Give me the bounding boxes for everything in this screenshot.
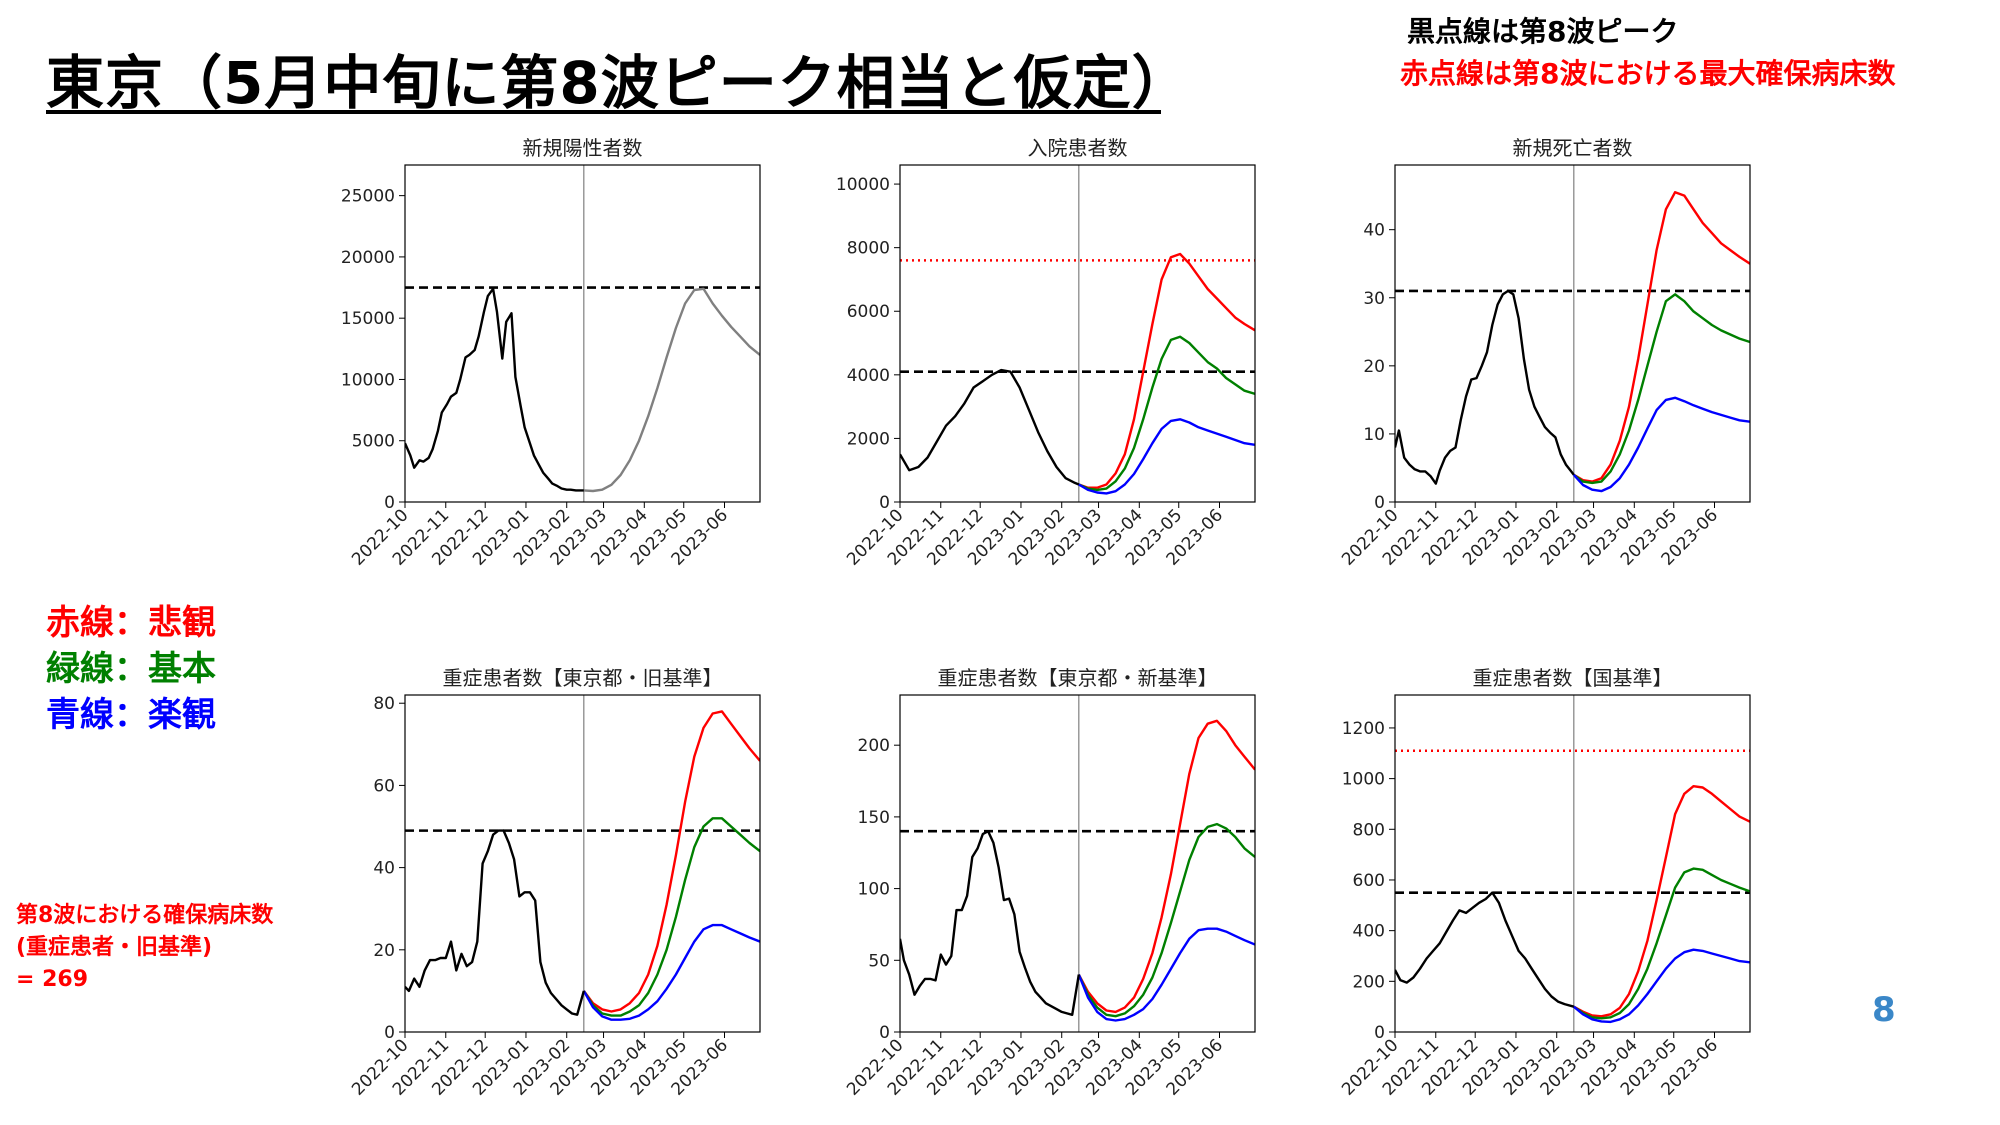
plot-frame bbox=[899, 164, 1256, 503]
y-tick-label: 10000 bbox=[836, 175, 890, 195]
y-tick-label: 0 bbox=[1374, 493, 1385, 513]
optimistic-series-line bbox=[1077, 927, 1255, 1022]
actual-series-line bbox=[900, 368, 1080, 486]
base-series-line bbox=[1573, 867, 1750, 1020]
y-tick-label: 1000 bbox=[1342, 770, 1385, 790]
base-series-line bbox=[582, 817, 760, 1017]
pessimistic-series-line bbox=[582, 710, 760, 1013]
beds-note-line-1: 第8波における確保病床数 bbox=[16, 903, 274, 928]
plot-area bbox=[900, 165, 1255, 502]
pessimistic-series-line bbox=[1573, 190, 1750, 483]
legend-optimistic: 青線：楽観 bbox=[46, 695, 216, 735]
actual-series-line bbox=[405, 287, 584, 492]
plot-area bbox=[900, 695, 1255, 1032]
chart-title: 新規陽性者数 bbox=[523, 136, 643, 160]
y-tick-label: 25000 bbox=[341, 187, 395, 207]
optimistic-series-line bbox=[582, 923, 760, 1021]
pessimistic-series-line bbox=[1573, 784, 1750, 1018]
y-tick-label: 100 bbox=[858, 880, 890, 900]
plot-frame bbox=[1394, 694, 1751, 1033]
base-series-line bbox=[1077, 822, 1255, 1018]
plot-area bbox=[405, 165, 760, 502]
secured-beds-note: 第8波における確保病床数 (重症患者・旧基準) = 269 bbox=[16, 900, 273, 996]
optimistic-series-line bbox=[1078, 418, 1255, 495]
actual-series-line bbox=[900, 829, 1080, 1016]
y-tick-label: 15000 bbox=[341, 309, 395, 329]
y-tick-label: 8000 bbox=[847, 239, 890, 259]
chart-title: 入院患者数 bbox=[1028, 136, 1128, 160]
chart-severe-national: 重症患者数【国基準】0200400600800100012002022-1020… bbox=[1338, 666, 1751, 1100]
page-number: 8 bbox=[1872, 990, 1896, 1030]
y-tick-label: 0 bbox=[1374, 1023, 1385, 1043]
chart-title: 重症患者数【東京都・旧基準】 bbox=[443, 666, 723, 690]
y-tick-label: 4000 bbox=[847, 366, 890, 386]
y-tick-label: 200 bbox=[1353, 972, 1385, 992]
y-tick-label: 0 bbox=[384, 493, 395, 513]
chart-new-cases: 新規陽性者数05000100001500020000250002022-1020… bbox=[341, 136, 761, 570]
y-tick-label: 600 bbox=[1353, 871, 1385, 891]
y-tick-label: 400 bbox=[1353, 922, 1385, 942]
plot-frame bbox=[404, 164, 761, 503]
y-tick-label: 1200 bbox=[1342, 719, 1385, 739]
pessimistic-series-line bbox=[1077, 719, 1255, 1014]
actual-series-line bbox=[405, 829, 585, 1016]
plot-frame bbox=[899, 694, 1256, 1033]
y-tick-label: 0 bbox=[384, 1023, 395, 1043]
y-tick-label: 20 bbox=[1363, 357, 1385, 377]
y-tick-label: 60 bbox=[373, 776, 395, 796]
plot-area bbox=[1395, 165, 1750, 502]
projection-series-line bbox=[583, 287, 760, 493]
base-series-line bbox=[1573, 293, 1750, 485]
plot-frame bbox=[1394, 164, 1751, 503]
y-tick-label: 20000 bbox=[341, 248, 395, 268]
beds-note-line-2: (重症患者・旧基準) bbox=[16, 935, 213, 960]
title-underline bbox=[46, 110, 1161, 114]
plot-frame bbox=[404, 694, 761, 1033]
y-tick-label: 6000 bbox=[847, 302, 890, 322]
beds-note-line-3: = 269 bbox=[16, 967, 89, 992]
chart-title: 新規死亡者数 bbox=[1513, 136, 1633, 160]
base-series-line bbox=[1078, 335, 1255, 492]
y-tick-label: 20 bbox=[373, 941, 395, 961]
chart-title: 重症患者数【国基準】 bbox=[1473, 666, 1673, 690]
y-tick-label: 0 bbox=[879, 493, 890, 513]
beds-line-note: 赤点線は第8波における最大確保病床数 bbox=[1400, 57, 1896, 90]
chart-new-deaths: 新規死亡者数0102030402022-102022-112022-122023… bbox=[1338, 136, 1751, 570]
peak-line-note: 黒点線は第8波ピーク bbox=[1407, 15, 1679, 48]
optimistic-series-line bbox=[1572, 396, 1750, 493]
y-tick-label: 150 bbox=[858, 808, 890, 828]
legend-base: 緑線：基本 bbox=[46, 649, 216, 689]
chart-severe-tokyo-new: 重症患者数【東京都・新基準】0501001502002022-102022-11… bbox=[843, 666, 1256, 1100]
y-tick-label: 50 bbox=[868, 951, 890, 971]
y-tick-label: 80 bbox=[373, 694, 395, 714]
scenario-legend: 赤線：悲観 緑線：基本 青線：楽観 bbox=[46, 600, 216, 738]
chart-hospitalized: 入院患者数02000400060008000100002022-102022-1… bbox=[836, 136, 1256, 570]
y-tick-label: 40 bbox=[373, 859, 395, 879]
actual-series-line bbox=[1395, 289, 1575, 485]
chart-title: 重症患者数【東京都・新基準】 bbox=[938, 666, 1218, 690]
y-tick-label: 40 bbox=[1363, 221, 1385, 241]
y-tick-label: 2000 bbox=[847, 429, 890, 449]
y-tick-label: 10000 bbox=[341, 370, 395, 390]
y-tick-label: 10 bbox=[1363, 425, 1385, 445]
y-tick-label: 200 bbox=[858, 736, 890, 756]
actual-series-line bbox=[1395, 891, 1575, 1008]
legend-pessimistic: 赤線：悲観 bbox=[46, 603, 216, 643]
y-tick-label: 800 bbox=[1353, 820, 1385, 840]
plot-area bbox=[1395, 695, 1750, 1032]
y-tick-label: 30 bbox=[1363, 289, 1385, 309]
plot-area bbox=[405, 695, 760, 1032]
slide-title: 東京（5月中旬に第8波ピーク相当と仮定） bbox=[46, 49, 1191, 117]
optimistic-series-line bbox=[1573, 948, 1750, 1024]
chart-severe-tokyo-old: 重症患者数【東京都・旧基準】0204060802022-102022-11202… bbox=[348, 666, 761, 1100]
y-tick-label: 5000 bbox=[352, 432, 395, 452]
y-tick-label: 0 bbox=[879, 1023, 890, 1043]
pessimistic-series-line bbox=[1078, 252, 1255, 489]
